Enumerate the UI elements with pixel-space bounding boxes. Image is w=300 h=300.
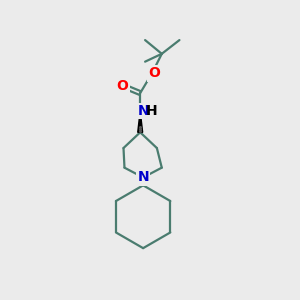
Text: O: O	[148, 66, 160, 80]
Text: N: N	[137, 170, 149, 184]
Text: H: H	[146, 104, 158, 118]
Text: N: N	[137, 104, 149, 118]
Polygon shape	[138, 111, 142, 132]
Text: O: O	[117, 79, 128, 93]
